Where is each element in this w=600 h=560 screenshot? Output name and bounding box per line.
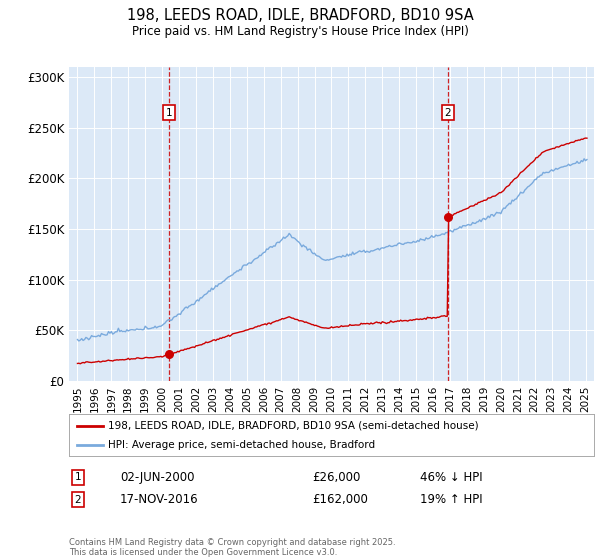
Text: £26,000: £26,000 xyxy=(312,470,361,484)
Text: 17-NOV-2016: 17-NOV-2016 xyxy=(120,493,199,506)
Point xyxy=(443,212,453,221)
Text: 1: 1 xyxy=(74,472,82,482)
Text: HPI: Average price, semi-detached house, Bradford: HPI: Average price, semi-detached house,… xyxy=(109,440,376,450)
Text: 19% ↑ HPI: 19% ↑ HPI xyxy=(420,493,482,506)
Text: Price paid vs. HM Land Registry's House Price Index (HPI): Price paid vs. HM Land Registry's House … xyxy=(131,25,469,38)
Text: £162,000: £162,000 xyxy=(312,493,368,506)
Text: 198, LEEDS ROAD, IDLE, BRADFORD, BD10 9SA (semi-detached house): 198, LEEDS ROAD, IDLE, BRADFORD, BD10 9S… xyxy=(109,421,479,431)
Text: 198, LEEDS ROAD, IDLE, BRADFORD, BD10 9SA: 198, LEEDS ROAD, IDLE, BRADFORD, BD10 9S… xyxy=(127,8,473,24)
Text: 1: 1 xyxy=(166,108,173,118)
Text: 2: 2 xyxy=(74,494,82,505)
Text: 46% ↓ HPI: 46% ↓ HPI xyxy=(420,470,482,484)
Text: 2: 2 xyxy=(445,108,451,118)
Text: 02-JUN-2000: 02-JUN-2000 xyxy=(120,470,194,484)
Text: Contains HM Land Registry data © Crown copyright and database right 2025.
This d: Contains HM Land Registry data © Crown c… xyxy=(69,538,395,557)
Point xyxy=(164,350,174,359)
